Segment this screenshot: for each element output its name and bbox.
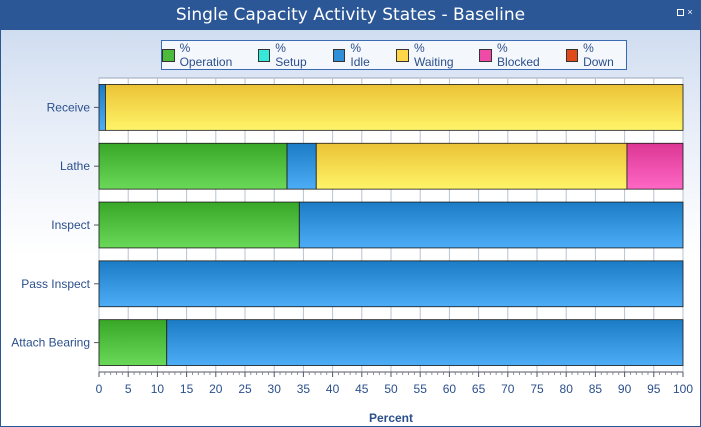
legend-item: % Idle (332, 41, 383, 69)
x-axis-label: Percent (369, 411, 413, 425)
x-tick-label: 40 (326, 382, 340, 396)
category-label: Pass Inspect (21, 277, 90, 291)
legend-swatch (162, 48, 175, 62)
bar-segment (626, 142, 684, 190)
x-tick-label: 55 (414, 382, 428, 396)
category-label: Lathe (60, 159, 90, 173)
x-tick-label: 10 (151, 382, 165, 396)
bar-segment (315, 142, 628, 190)
bar-segment (286, 142, 317, 190)
x-tick-label: 45 (355, 382, 369, 396)
legend-item: % Waiting (396, 41, 465, 69)
legend-item: % Down (565, 41, 626, 69)
legend-swatch (332, 48, 346, 62)
x-tick-label: 70 (501, 382, 515, 396)
x-tick-label: 15 (180, 382, 194, 396)
legend-label: % Setup (275, 41, 307, 69)
category-label: Attach Bearing (11, 336, 90, 350)
bar-segment (166, 319, 684, 366)
window-title: Single Capacity Activity States - Baseli… (175, 5, 526, 25)
restore-icon[interactable] (677, 9, 684, 16)
close-icon[interactable]: × (687, 7, 693, 17)
x-tick-label: 50 (384, 382, 398, 396)
chart-legend: % Operation % Setup % Idle % Waiting % Block… (161, 40, 627, 70)
x-tick-label: 65 (472, 382, 486, 396)
x-tick-label: 20 (209, 382, 223, 396)
legend-swatch (565, 48, 579, 62)
legend-item: % Operation (162, 41, 244, 69)
legend-item: % Setup (257, 41, 319, 69)
legend-label: % Blocked (497, 41, 540, 69)
x-tick-label: 75 (530, 382, 544, 396)
title-bar: Single Capacity Activity States - Baseli… (1, 1, 700, 30)
bar-segment (98, 84, 106, 131)
legend-swatch (396, 48, 409, 62)
legend-label: % Idle (350, 41, 370, 69)
bar-segment (98, 142, 288, 190)
category-label: Receive (47, 100, 91, 114)
legend-swatch (257, 48, 271, 62)
bar-segment (105, 84, 684, 131)
x-tick-label: 0 (96, 382, 103, 396)
category-label: Inspect (51, 218, 90, 232)
x-tick-label: 25 (238, 382, 252, 396)
legend-item: % Blocked (479, 41, 551, 69)
bar-segment (298, 201, 684, 249)
x-tick-label: 95 (647, 382, 661, 396)
legend-label: % Down (583, 41, 614, 69)
x-tick-label: 5 (125, 382, 132, 396)
x-tick-label: 100 (673, 382, 693, 396)
x-tick-label: 90 (618, 382, 632, 396)
legend-label: % Waiting (413, 41, 454, 69)
x-tick-label: 85 (589, 382, 603, 396)
bar-segment (98, 319, 168, 366)
bar-segment (98, 260, 684, 308)
x-tick-label: 80 (560, 382, 574, 396)
x-tick-label: 35 (297, 382, 311, 396)
legend-swatch (479, 48, 493, 62)
bar-segment (98, 201, 300, 249)
x-tick-label: 60 (443, 382, 457, 396)
x-tick-label: 30 (268, 382, 282, 396)
legend-label: % Operation (179, 41, 233, 69)
